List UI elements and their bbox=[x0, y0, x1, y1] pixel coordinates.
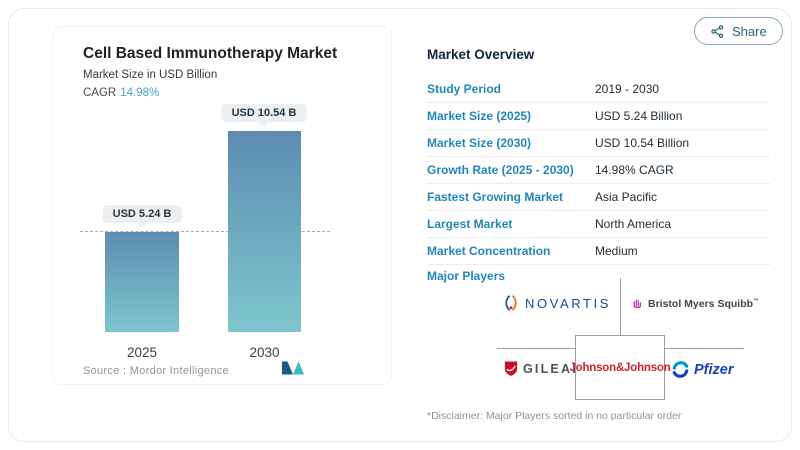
table-row: Market Concentration Medium bbox=[427, 238, 770, 265]
x-tick-2030: 2030 bbox=[249, 345, 280, 360]
row-value: USD 10.54 Billion bbox=[595, 136, 690, 150]
overview-table: Study Period 2019 - 2030 Market Size (20… bbox=[427, 76, 770, 265]
bristol-myers-squibb-wordmark: Bristol Myers Squibb™ bbox=[648, 297, 760, 310]
chart-panel: Cell Based Immunotherapy Market Market S… bbox=[52, 26, 392, 385]
share-button-label: Share bbox=[732, 23, 767, 39]
table-row: Study Period 2019 - 2030 bbox=[427, 76, 770, 103]
pfizer-swirl-icon bbox=[671, 360, 690, 379]
chart-subtitle: Market Size in USD Billion bbox=[83, 69, 218, 81]
novartis-wordmark: NOVARTIS bbox=[525, 295, 612, 311]
value-badge-2030: USD 10.54 B bbox=[221, 104, 307, 122]
gilead-shield-icon bbox=[504, 360, 518, 377]
row-value: USD 5.24 Billion bbox=[595, 109, 683, 123]
table-row: Growth Rate (2025 - 2030) 14.98% CAGR bbox=[427, 157, 770, 184]
players-connector-vertical bbox=[620, 278, 621, 335]
novartis-logo: NOVARTIS bbox=[503, 294, 611, 312]
row-value: North America bbox=[595, 217, 672, 231]
players-connector-left bbox=[497, 348, 575, 349]
novartis-icon bbox=[503, 294, 519, 312]
pfizer-logo: Pfizer bbox=[671, 360, 734, 379]
major-players-label: Major Players bbox=[427, 269, 506, 283]
table-row: Largest Market North America bbox=[427, 211, 770, 238]
overview-heading: Market Overview bbox=[427, 47, 535, 62]
share-icon bbox=[710, 24, 725, 39]
x-tick-2025: 2025 bbox=[126, 345, 158, 360]
row-label: Market Concentration bbox=[427, 244, 551, 258]
row-label: Largest Market bbox=[427, 217, 513, 231]
cagr-label: CAGR bbox=[83, 87, 117, 99]
source-attribution: Source : Mordor Intelligence bbox=[83, 365, 229, 377]
chart-title: Cell Based Immunotherapy Market bbox=[83, 45, 338, 62]
trademark-symbol: ™ bbox=[753, 298, 760, 304]
row-label: Study Period bbox=[427, 82, 502, 96]
row-label: Growth Rate (2025 - 2030) bbox=[427, 163, 574, 177]
value-badge-2025: USD 5.24 B bbox=[102, 205, 182, 223]
row-value: 14.98% CAGR bbox=[595, 163, 674, 177]
table-row: Market Size (2025) USD 5.24 Billion bbox=[427, 103, 770, 130]
pfizer-wordmark: Pfizer bbox=[694, 361, 734, 378]
cagr-line: CAGR 14.98% bbox=[83, 87, 159, 99]
table-row: Market Size (2030) USD 10.54 Billion bbox=[427, 130, 770, 157]
row-label: Fastest Growing Market bbox=[427, 190, 564, 204]
bristol-myers-squibb-icon bbox=[631, 296, 644, 311]
share-button[interactable]: Share bbox=[694, 17, 783, 45]
row-value: Medium bbox=[595, 244, 638, 258]
players-connector-right bbox=[665, 348, 744, 349]
reference-dashed-line bbox=[80, 231, 330, 232]
row-value: 2019 - 2030 bbox=[595, 82, 660, 96]
table-row: Fastest Growing Market Asia Pacific bbox=[427, 184, 770, 211]
cagr-value: 14.98% bbox=[120, 87, 160, 99]
disclaimer-text: *Disclaimer: Major Players sorted in no … bbox=[427, 410, 682, 422]
johnson-and-johnson-wordmark: Johnson&Johnson bbox=[569, 361, 671, 374]
bar-2025 bbox=[105, 232, 179, 332]
row-label: Market Size (2025) bbox=[427, 109, 532, 123]
gilead-wordmark: GILEAD bbox=[523, 361, 584, 376]
row-label: Market Size (2030) bbox=[427, 136, 532, 150]
bristol-myers-squibb-logo: Bristol Myers Squibb™ bbox=[631, 296, 759, 311]
gilead-logo: GILEAD bbox=[504, 360, 583, 377]
mordor-intelligence-logo bbox=[281, 360, 305, 381]
row-value: Asia Pacific bbox=[595, 190, 658, 204]
johnson-and-johnson-box: Johnson&Johnson bbox=[569, 335, 671, 400]
bar-2030 bbox=[228, 131, 301, 332]
